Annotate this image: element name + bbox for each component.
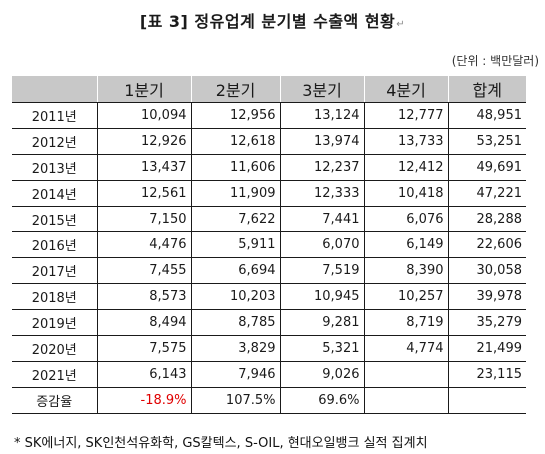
table-row: 2014년 12,561 11,909 12,333 10,418 47,221 <box>12 180 526 207</box>
header-cell-total: 합계 <box>448 76 526 103</box>
footnote: * SK에너지, SK인천석유화학, GS칼텍스, S-OIL, 현대오일뱅크 … <box>14 436 428 451</box>
total-cell: 22,606 <box>448 231 526 259</box>
total-cell: 48,951 <box>448 102 526 129</box>
header-cell-q1: 1분기 <box>97 76 192 103</box>
export-table: 1분기 2분기 3분기 4분기 합계 2011년 10,094 12,956 13,1… <box>12 76 526 414</box>
total-cell: 39,978 <box>448 283 526 311</box>
q1-cell: 8,573 <box>97 283 192 311</box>
total-cell: 28,288 <box>448 206 526 233</box>
header-cell-q3: 3분기 <box>280 76 365 103</box>
table-row: 2013년 13,437 11,606 12,237 12,412 49,691 <box>12 154 526 181</box>
total-cell: 47,221 <box>448 180 526 207</box>
header-row: 1분기 2분기 3분기 4분기 합계 <box>12 76 526 103</box>
q2-cell: 11,606 <box>191 154 281 181</box>
change-rate-q3: 69.6% <box>280 387 365 414</box>
year-cell: 2013년 <box>12 154 98 181</box>
header-cell-q4: 4분기 <box>364 76 449 103</box>
total-cell: 30,058 <box>448 257 526 285</box>
q4-cell: 13,733 <box>364 128 449 155</box>
table-row: 2012년 12,926 12,618 13,974 13,733 53,251 <box>12 128 526 155</box>
q2-cell: 12,956 <box>191 102 281 129</box>
change-rate-q1: -18.9% <box>97 387 192 414</box>
year-cell: 2021년 <box>12 361 98 388</box>
total-cell: 49,691 <box>448 154 526 181</box>
q2-cell: 7,622 <box>191 206 281 233</box>
header-cell-corner <box>12 76 98 103</box>
q1-cell: 4,476 <box>97 231 192 259</box>
year-cell: 2019년 <box>12 309 98 337</box>
table-row: 2021년 6,143 7,946 9,026 23,115 <box>12 361 526 388</box>
q4-cell: 10,418 <box>364 180 449 207</box>
q3-cell: 12,333 <box>280 180 365 207</box>
q4-cell: 8,719 <box>364 309 449 337</box>
year-cell: 2016년 <box>12 231 98 259</box>
q2-cell: 3,829 <box>191 335 281 362</box>
q4-cell: 12,412 <box>364 154 449 181</box>
year-cell: 2020년 <box>12 335 98 362</box>
year-cell: 2014년 <box>12 180 98 207</box>
q3-cell: 13,124 <box>280 102 365 129</box>
q3-cell: 7,441 <box>280 206 365 233</box>
q4-cell: 12,777 <box>364 102 449 129</box>
q1-cell: 13,437 <box>97 154 192 181</box>
q3-cell: 7,519 <box>280 257 365 285</box>
q1-cell: 8,494 <box>97 309 192 337</box>
q2-cell: 12,618 <box>191 128 281 155</box>
q3-cell: 9,281 <box>280 309 365 337</box>
q1-cell: 6,143 <box>97 361 192 388</box>
total-cell: 23,115 <box>448 361 526 388</box>
q4-cell: 4,774 <box>364 335 449 362</box>
total-cell: 53,251 <box>448 128 526 155</box>
q4-cell: 6,149 <box>364 231 449 259</box>
table-row: 2020년 7,575 3,829 5,321 4,774 21,499 <box>12 335 526 362</box>
header-cell-q2: 2분기 <box>191 76 281 103</box>
change-rate-row: 증감율 -18.9% 107.5% 69.6% <box>12 387 526 414</box>
q1-cell: 7,575 <box>97 335 192 362</box>
table-row: 2017년 7,455 6,694 7,519 8,390 30,058 <box>12 257 526 285</box>
paragraph-mark: ↵ <box>396 19 406 30</box>
q1-cell: 7,455 <box>97 257 192 285</box>
q4-cell <box>364 361 449 388</box>
q3-cell: 10,945 <box>280 283 365 311</box>
year-cell: 2018년 <box>12 283 98 311</box>
table-row: 2011년 10,094 12,956 13,124 12,777 48,951 <box>12 102 526 129</box>
q3-cell: 6,070 <box>280 231 365 259</box>
q2-cell: 8,785 <box>191 309 281 337</box>
year-cell: 2011년 <box>12 102 98 129</box>
table-row: 2019년 8,494 8,785 9,281 8,719 35,279 <box>12 309 526 337</box>
q1-cell: 12,926 <box>97 128 192 155</box>
total-cell: 35,279 <box>448 309 526 337</box>
year-cell: 2012년 <box>12 128 98 155</box>
table-body: 2011년 10,094 12,956 13,124 12,777 48,951 2012년… <box>12 102 526 414</box>
q4-cell: 6,076 <box>364 206 449 233</box>
table-row: 2018년 8,573 10,203 10,945 10,257 39,978 <box>12 283 526 311</box>
year-cell: 2015년 <box>12 206 98 233</box>
q4-cell: 8,390 <box>364 257 449 285</box>
table-row: 2016년 4,476 5,911 6,070 6,149 22,606 <box>12 231 526 259</box>
q1-cell: 10,094 <box>97 102 192 129</box>
q1-cell: 12,561 <box>97 180 192 207</box>
total-cell: 21,499 <box>448 335 526 362</box>
q2-cell: 7,946 <box>191 361 281 388</box>
q3-cell: 9,026 <box>280 361 365 388</box>
unit-label: (단위 : 백만달러) <box>451 54 539 68</box>
q3-cell: 12,237 <box>280 154 365 181</box>
q1-cell: 7,150 <box>97 206 192 233</box>
q2-cell: 11,909 <box>191 180 281 207</box>
change-rate-label: 증감율 <box>12 387 98 414</box>
table-row: 2015년 7,150 7,622 7,441 6,076 28,288 <box>12 206 526 233</box>
q3-cell: 13,974 <box>280 128 365 155</box>
change-rate-q4 <box>364 387 449 414</box>
table-title: [표 3] 정유업계 분기별 수출액 현황↵ <box>0 8 545 32</box>
change-rate-q2: 107.5% <box>191 387 281 414</box>
q3-cell: 5,321 <box>280 335 365 362</box>
q4-cell: 10,257 <box>364 283 449 311</box>
q2-cell: 5,911 <box>191 231 281 259</box>
year-cell: 2017년 <box>12 257 98 285</box>
table-title-text: [표 3] 정유업계 분기별 수출액 현황 <box>139 12 396 31</box>
q2-cell: 10,203 <box>191 283 281 311</box>
change-rate-total <box>448 387 526 414</box>
q2-cell: 6,694 <box>191 257 281 285</box>
